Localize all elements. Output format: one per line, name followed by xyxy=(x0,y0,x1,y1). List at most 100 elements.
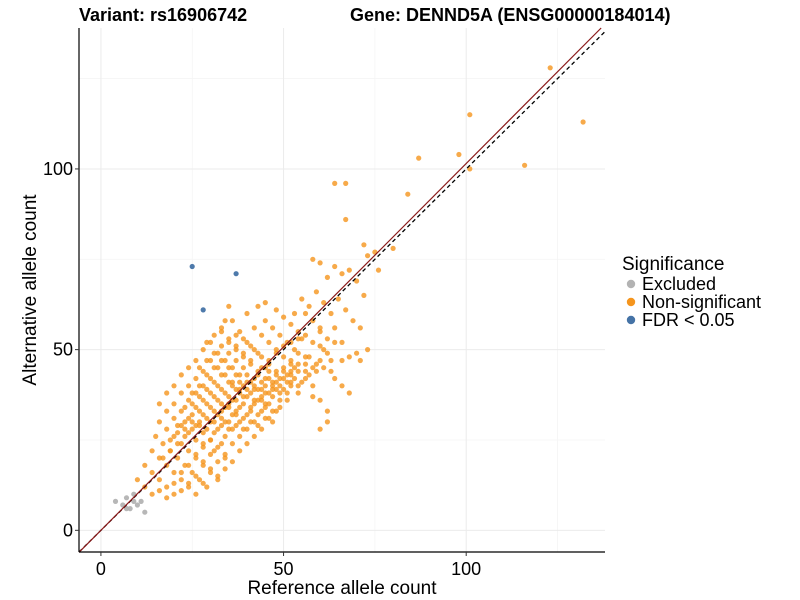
point-non-significant xyxy=(156,455,162,461)
point-non-significant xyxy=(189,390,195,396)
point-fdr-0-05 xyxy=(200,307,206,313)
point-non-significant xyxy=(175,441,181,447)
point-non-significant xyxy=(189,412,195,418)
point-non-significant xyxy=(171,415,177,421)
point-non-significant xyxy=(361,242,367,248)
legend-label-sig: FDR < 0.05 xyxy=(642,310,735,330)
point-non-significant xyxy=(251,347,257,353)
point-non-significant xyxy=(259,379,265,385)
chart-title-gene: Gene: DENND5A (ENSG00000184014) xyxy=(350,5,670,25)
point-non-significant xyxy=(182,426,188,432)
point-non-significant xyxy=(215,444,221,450)
point-non-significant xyxy=(248,408,254,414)
x-tick-label: 0 xyxy=(96,559,106,579)
point-non-significant xyxy=(259,332,265,338)
legend: Significance ExcludedNon-significantFDR … xyxy=(622,254,761,330)
point-non-significant xyxy=(178,441,184,447)
point-non-significant xyxy=(266,401,272,407)
point-non-significant xyxy=(310,256,316,262)
point-non-significant xyxy=(299,296,305,302)
point-non-significant xyxy=(160,441,166,447)
point-non-significant xyxy=(164,390,170,396)
point-non-significant xyxy=(324,419,330,425)
point-non-significant xyxy=(339,357,345,364)
point-non-significant xyxy=(189,419,195,425)
point-non-significant xyxy=(416,155,422,161)
point-non-significant xyxy=(266,339,272,345)
point-non-significant xyxy=(156,488,162,494)
point-non-significant xyxy=(215,477,221,483)
point-non-significant xyxy=(291,347,298,353)
y-axis-title: Alternative allele count xyxy=(20,194,41,386)
point-non-significant xyxy=(233,412,239,418)
legend-key-sig xyxy=(626,315,636,325)
point-non-significant xyxy=(244,394,250,400)
chart-title-variant: Variant: rs16906742 xyxy=(79,5,247,25)
point-non-significant xyxy=(193,437,199,443)
point-non-significant xyxy=(215,350,221,356)
point-non-significant xyxy=(193,390,199,396)
point-non-significant xyxy=(182,404,188,410)
point-non-significant xyxy=(204,484,210,490)
point-excluded xyxy=(142,509,148,515)
point-non-significant xyxy=(547,65,553,71)
point-non-significant xyxy=(255,350,261,356)
point-non-significant xyxy=(244,339,250,345)
point-non-significant xyxy=(215,397,221,403)
point-non-significant xyxy=(284,397,290,403)
point-non-significant xyxy=(193,451,199,457)
point-non-significant xyxy=(262,318,268,324)
point-non-significant xyxy=(156,477,162,483)
point-non-significant xyxy=(281,354,287,360)
fit-line xyxy=(78,27,602,553)
point-non-significant xyxy=(299,379,305,385)
point-non-significant xyxy=(240,350,246,356)
point-non-significant xyxy=(211,408,217,414)
point-non-significant xyxy=(332,339,338,345)
reference-lines xyxy=(78,27,606,553)
point-non-significant xyxy=(354,278,360,284)
point-non-significant xyxy=(255,422,261,429)
point-non-significant xyxy=(233,357,239,364)
identity-line xyxy=(78,31,606,553)
point-non-significant xyxy=(255,368,261,374)
point-non-significant xyxy=(240,354,246,360)
point-non-significant xyxy=(226,419,232,425)
point-non-significant xyxy=(273,368,279,374)
point-non-significant xyxy=(149,469,155,476)
point-non-significant xyxy=(339,271,345,277)
point-non-significant xyxy=(218,415,225,421)
x-tick-label: 100 xyxy=(451,559,481,579)
point-non-significant xyxy=(237,419,243,425)
point-non-significant xyxy=(182,433,188,439)
point-non-significant xyxy=(178,469,184,476)
point-non-significant xyxy=(193,375,199,382)
point-non-significant xyxy=(281,343,287,349)
point-non-significant xyxy=(346,354,352,360)
point-non-significant xyxy=(248,343,254,349)
point-non-significant xyxy=(270,386,276,392)
point-non-significant xyxy=(164,408,170,414)
point-non-significant xyxy=(186,415,192,421)
point-non-significant xyxy=(251,401,257,407)
point-non-significant xyxy=(284,379,290,385)
point-non-significant xyxy=(306,372,312,378)
point-non-significant xyxy=(288,383,294,389)
point-non-significant xyxy=(365,253,371,259)
point-non-significant xyxy=(218,441,225,447)
point-non-significant xyxy=(178,422,184,429)
point-excluded xyxy=(138,498,144,504)
x-tick-label: 50 xyxy=(274,559,294,579)
point-non-significant xyxy=(270,419,276,425)
point-non-significant xyxy=(182,462,188,468)
point-non-significant xyxy=(218,386,225,392)
point-non-significant xyxy=(196,408,203,414)
point-excluded xyxy=(112,498,119,504)
point-non-significant xyxy=(226,404,232,410)
point-non-significant xyxy=(207,375,214,382)
point-excluded xyxy=(123,495,130,501)
point-non-significant xyxy=(281,314,287,320)
point-non-significant xyxy=(207,469,214,476)
point-non-significant xyxy=(251,419,257,425)
point-non-significant xyxy=(175,430,181,436)
